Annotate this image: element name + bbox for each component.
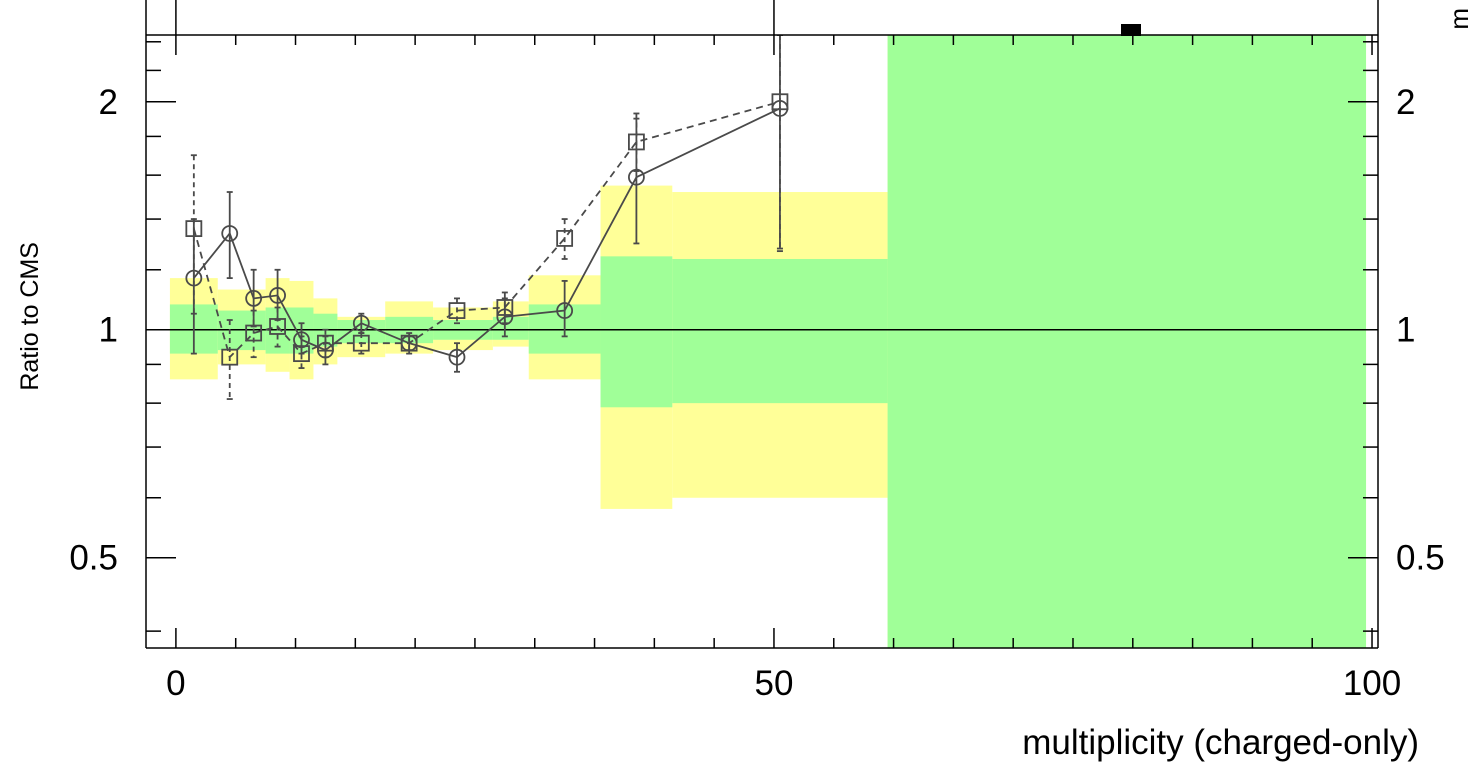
circle-marker xyxy=(771,99,789,117)
x-tick-label: 100 xyxy=(1343,664,1401,703)
series-layer xyxy=(185,35,789,400)
y-tick-label-right: 1 xyxy=(1396,311,1415,350)
circle-marker xyxy=(245,289,263,307)
y-tick-label-right: 0.5 xyxy=(1396,539,1445,578)
circle-marker xyxy=(556,302,574,319)
square-marker xyxy=(556,230,574,247)
circle-marker xyxy=(185,269,203,287)
circle-marker xyxy=(352,314,370,332)
y-tick-label-left: 2 xyxy=(99,83,118,122)
right-edge-label: m xyxy=(1444,8,1474,30)
statistical-band-bin xyxy=(887,35,1367,648)
circle-marker xyxy=(317,341,334,359)
circle-marker xyxy=(221,225,239,242)
x-axis-label: multiplicity (charged-only) xyxy=(1022,723,1419,762)
y-tick-label-left: 1 xyxy=(99,311,118,350)
statistical-band xyxy=(169,35,1367,648)
y-tick-label-right: 2 xyxy=(1396,83,1415,122)
x-tick-label: 50 xyxy=(754,664,793,703)
square-marker xyxy=(221,348,239,366)
circle-marker xyxy=(400,334,418,352)
circle-marker xyxy=(448,348,466,366)
y-axis-label: Ratio to CMS xyxy=(16,242,44,391)
x-tick-label: 0 xyxy=(166,664,185,703)
statistical-band-bin xyxy=(600,256,673,408)
upper-panel-marker xyxy=(1121,24,1141,36)
square-marker xyxy=(352,334,370,352)
axes-layer: 0 50 100 0.5 0.5 1 1 2 2 xyxy=(69,0,1445,703)
circle-marker xyxy=(496,308,514,326)
y-tick-label-left: 0.5 xyxy=(69,539,118,578)
circle-marker xyxy=(269,287,286,304)
statistical-band-bin xyxy=(672,258,888,404)
square-marker xyxy=(448,302,466,319)
circle-marker xyxy=(628,168,645,186)
circle-marker xyxy=(293,331,310,349)
